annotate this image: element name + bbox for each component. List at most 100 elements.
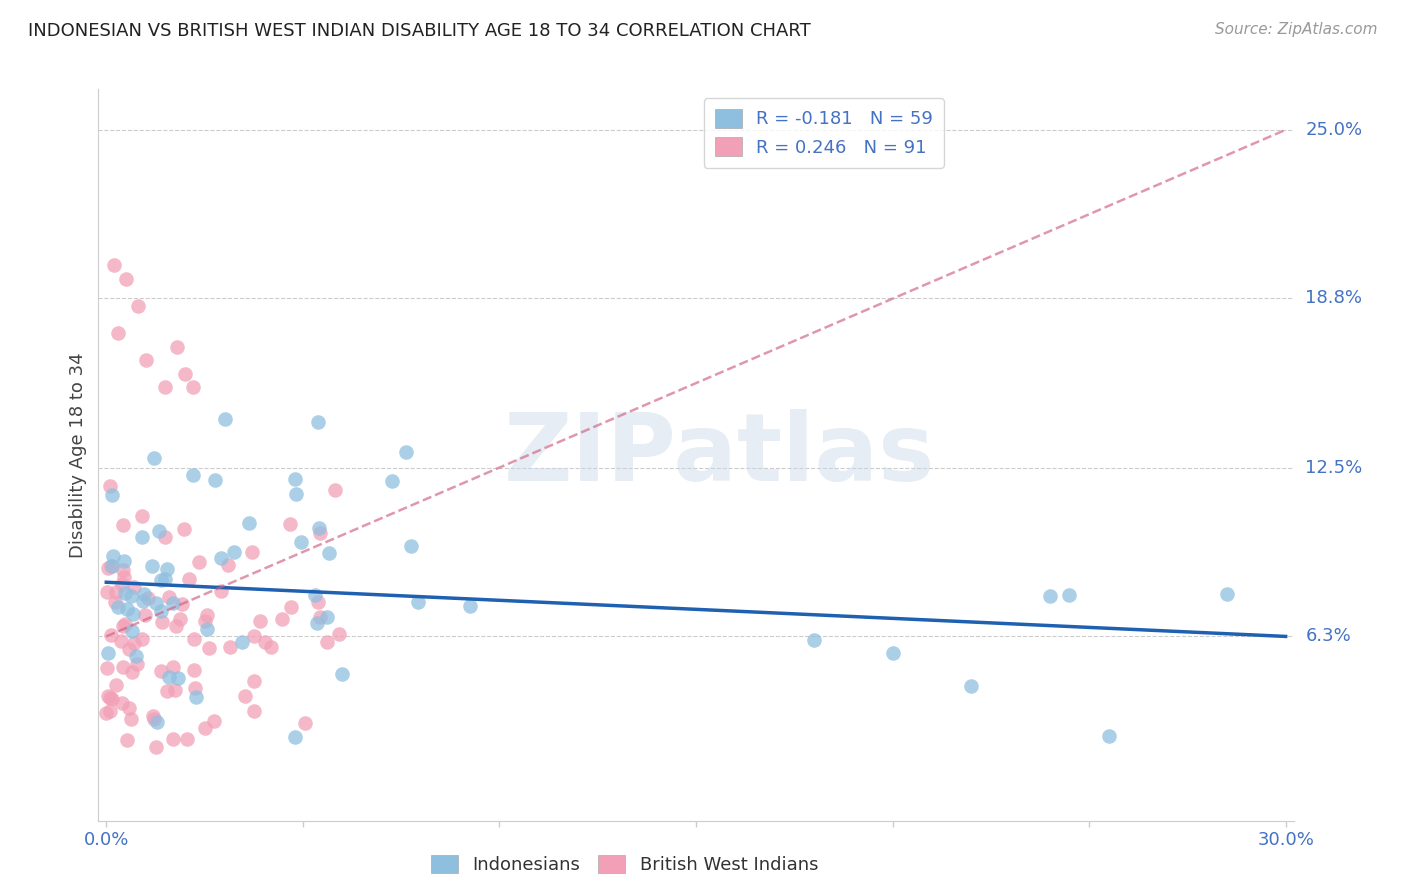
Text: ZIPatlas: ZIPatlas (505, 409, 935, 501)
Point (217, 558, 239, 573)
Point (111, 517, 134, 532)
Point (98, 704, 121, 718)
Point (278, 516, 301, 531)
Point (316, 610, 339, 624)
Point (97, 646, 120, 660)
Point (882, 646, 904, 660)
Point (1039, 589, 1062, 603)
Text: 18.8%: 18.8% (1305, 289, 1362, 307)
Point (146, 714, 169, 729)
Point (97, 560, 120, 574)
Point (318, 545, 340, 559)
Point (308, 521, 330, 535)
Point (280, 600, 302, 615)
Point (150, 615, 173, 629)
Point (135, 353, 157, 368)
Point (399, 539, 422, 553)
Point (131, 632, 153, 647)
Point (214, 412, 236, 426)
Point (194, 614, 217, 628)
Point (315, 635, 337, 649)
Point (141, 559, 163, 574)
Point (231, 634, 253, 648)
Point (253, 635, 276, 649)
Point (169, 612, 191, 626)
Point (150, 665, 173, 679)
Point (134, 607, 156, 622)
Point (112, 563, 135, 577)
Point (156, 562, 179, 576)
Point (323, 483, 346, 497)
Point (155, 380, 177, 394)
Point (120, 589, 142, 603)
Text: 25.0%: 25.0% (1305, 120, 1362, 139)
Point (170, 597, 193, 611)
Point (307, 415, 329, 429)
Point (162, 732, 184, 747)
Point (184, 690, 207, 705)
Point (162, 596, 184, 610)
Point (107, 326, 129, 340)
Text: Source: ZipAtlas.com: Source: ZipAtlas.com (1215, 22, 1378, 37)
Point (209, 551, 232, 566)
Point (240, 545, 263, 559)
Point (100, 690, 122, 705)
Point (195, 622, 218, 636)
Point (290, 535, 312, 549)
Point (406, 595, 429, 609)
Point (458, 599, 481, 613)
Point (183, 663, 205, 677)
Point (115, 601, 138, 615)
Point (125, 657, 148, 672)
Point (156, 684, 179, 698)
Point (142, 450, 165, 465)
Point (308, 525, 330, 540)
Point (142, 709, 165, 723)
Y-axis label: Disability Age 18 to 34: Disability Age 18 to 34 (69, 352, 87, 558)
Point (202, 714, 225, 728)
Point (115, 733, 138, 747)
Point (163, 683, 186, 698)
Point (395, 445, 418, 459)
Point (125, 649, 148, 664)
Point (181, 467, 204, 482)
Point (114, 617, 136, 632)
Point (100, 488, 122, 502)
Point (176, 731, 198, 746)
Point (304, 587, 326, 601)
Point (136, 591, 159, 605)
Point (118, 701, 141, 715)
Point (167, 672, 190, 686)
Point (224, 545, 246, 559)
Point (270, 612, 292, 626)
Point (122, 607, 145, 621)
Legend: Indonesians, British West Indians: Indonesians, British West Indians (423, 847, 825, 881)
Point (181, 380, 204, 394)
Point (118, 641, 141, 656)
Point (115, 272, 138, 286)
Point (184, 681, 207, 695)
Point (149, 604, 172, 618)
Point (131, 508, 153, 523)
Point (96, 585, 118, 599)
Point (259, 640, 281, 654)
Point (165, 618, 187, 632)
Point (145, 596, 167, 610)
Point (143, 712, 166, 726)
Point (101, 691, 124, 706)
Point (174, 367, 197, 381)
Point (101, 549, 124, 563)
Point (305, 615, 328, 630)
Point (145, 740, 167, 755)
Point (243, 673, 266, 688)
Point (98, 478, 121, 492)
Point (127, 299, 149, 313)
Point (1098, 729, 1121, 743)
Point (294, 715, 316, 730)
Point (284, 472, 307, 486)
Point (149, 573, 172, 587)
Point (107, 599, 129, 614)
Point (112, 570, 135, 584)
Point (183, 632, 205, 647)
Point (209, 584, 232, 599)
